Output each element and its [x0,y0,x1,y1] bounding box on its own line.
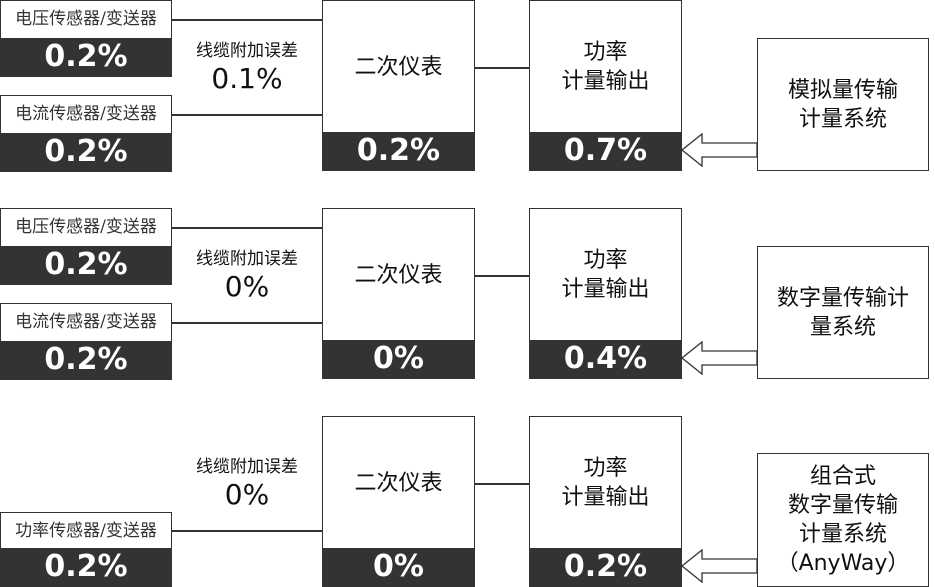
meter-error: 0% [323,548,474,586]
connector-line [172,322,322,324]
system-label: 计量系统 [798,522,887,547]
sensor-error: 0.2% [1,341,171,379]
power-output-box: 功率 计量输出 0.2% [529,416,682,587]
arrow-left-icon [680,132,758,168]
sensor-error: 0.2% [1,548,171,586]
current-sensor-box: 电流传感器/变送器 0.2% [0,303,172,380]
cable-value: 0% [224,478,270,511]
power-label: 功率 [583,248,628,273]
cable-label: 线缆附加误差 [196,41,298,61]
secondary-meter-box: 二次仪表 0.2% [322,0,475,171]
system-label: 量系统 [809,314,876,340]
power-output-box: 功率 计量输出 0.7% [529,0,682,171]
cable-error: 线缆附加误差 0% [172,456,322,512]
system-box: 模拟量传输 计量系统 [757,38,929,171]
power-label: 计量输出 [561,69,650,94]
cable-value: 0.1% [211,62,283,95]
sensor-error: 0.2% [1,38,171,76]
meter-label: 二次仪表 [354,263,443,288]
meter-label: 二次仪表 [354,55,443,80]
cable-error: 线缆附加误差 0.1% [172,40,322,96]
arrow-left-icon [680,340,758,376]
meter-label: 二次仪表 [354,471,443,496]
system-box: 组合式 数字量传输 计量系统 （AnyWay） [757,453,929,587]
row-digital: 电压传感器/变送器 0.2% 电流传感器/变送器 0.2% 线缆附加误差 0% … [0,208,935,380]
power-label: 计量输出 [561,485,650,510]
connector-line [475,275,529,277]
sensor-label: 电流传感器/变送器 [15,312,157,332]
voltage-sensor-box: 电压传感器/变送器 0.2% [0,208,172,285]
sensor-label: 电压传感器/变送器 [15,9,157,29]
connector-line [172,227,322,229]
meter-error: 0% [323,340,474,378]
voltage-sensor-box: 电压传感器/变送器 0.2% [0,0,172,77]
cable-value: 0% [224,270,270,303]
power-output-box: 功率 计量输出 0.4% [529,208,682,379]
system-box: 数字量传输计 量系统 [757,246,929,379]
system-label: 数字量传输 [787,493,898,518]
connector-line [172,19,322,21]
current-sensor-box: 电流传感器/变送器 0.2% [0,95,172,172]
cable-error: 线缆附加误差 0% [172,248,322,304]
sensor-label: 电压传感器/变送器 [15,217,157,237]
power-error: 0.2% [530,548,681,586]
power-error: 0.7% [530,132,681,170]
secondary-meter-box: 二次仪表 0% [322,416,475,587]
connector-line [475,483,529,485]
cable-label: 线缆附加误差 [196,457,298,477]
system-label: 模拟量传输 [787,77,898,103]
connector-line [475,67,529,69]
power-label: 计量输出 [561,277,650,302]
system-label: 数字量传输计 [776,285,909,311]
system-label: 组合式 [809,464,876,489]
system-label: 计量系统 [798,106,887,132]
row-combined: 功率传感器/变送器 0.2% 线缆附加误差 0% 二次仪表 0% 功率 计量输出… [0,416,935,587]
sensor-error: 0.2% [1,133,171,171]
meter-error: 0.2% [323,132,474,170]
system-label: （AnyWay） [776,551,910,576]
connector-line [172,114,322,116]
arrow-left-icon [680,548,758,584]
secondary-meter-box: 二次仪表 0% [322,208,475,379]
sensor-label: 电流传感器/变送器 [15,104,157,124]
row-analog: 电压传感器/变送器 0.2% 电流传感器/变送器 0.2% 线缆附加误差 0.1… [0,0,935,172]
power-label: 功率 [583,40,628,65]
connector-line [172,530,322,532]
sensor-label: 功率传感器/变送器 [15,521,157,541]
sensor-error: 0.2% [1,246,171,284]
power-error: 0.4% [530,340,681,378]
cable-label: 线缆附加误差 [196,249,298,269]
power-sensor-box: 功率传感器/变送器 0.2% [0,512,172,587]
power-label: 功率 [583,456,628,481]
